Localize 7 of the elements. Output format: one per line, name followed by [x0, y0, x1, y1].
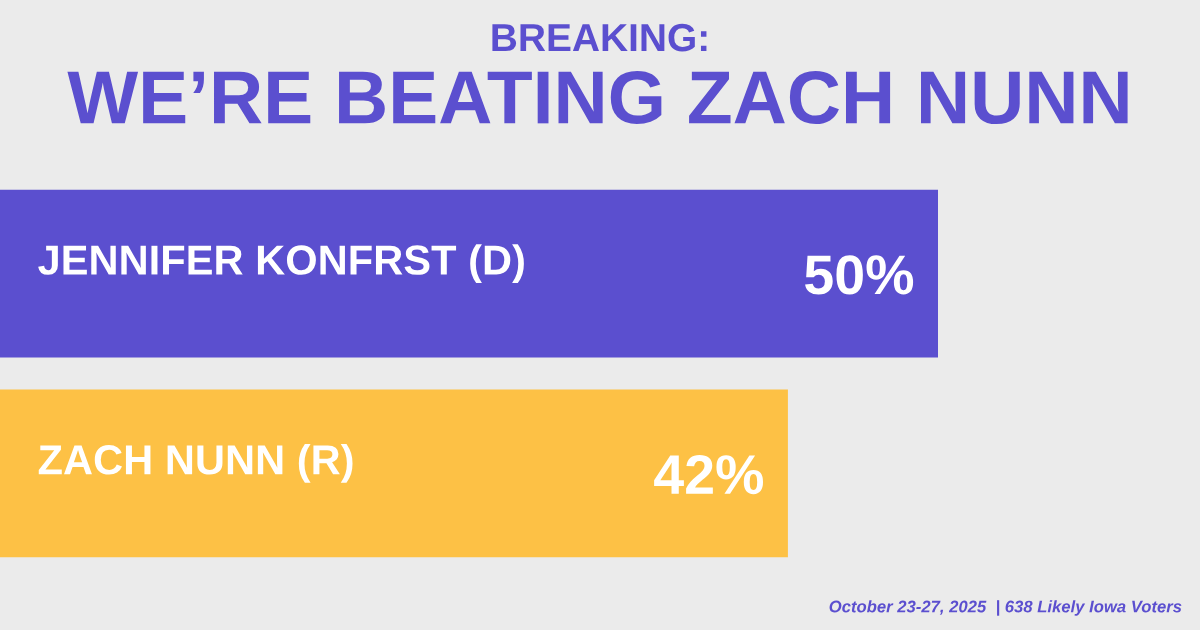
data-label: 42% — [654, 454, 764, 495]
y-tick-label: JENNIFER KONFRST (D) — [38, 244, 524, 284]
chart-title: BREAKING: — [492, 23, 707, 52]
y-tick-label: ZACH NUNN (R) — [38, 444, 353, 483]
annotation: October 23-27, 2025 | 638 Likely Iowa Voters — [829, 600, 1182, 616]
text: WE’RE BEATING ZACH NUNN — [67, 70, 1128, 125]
data-label: 50% — [805, 255, 914, 295]
